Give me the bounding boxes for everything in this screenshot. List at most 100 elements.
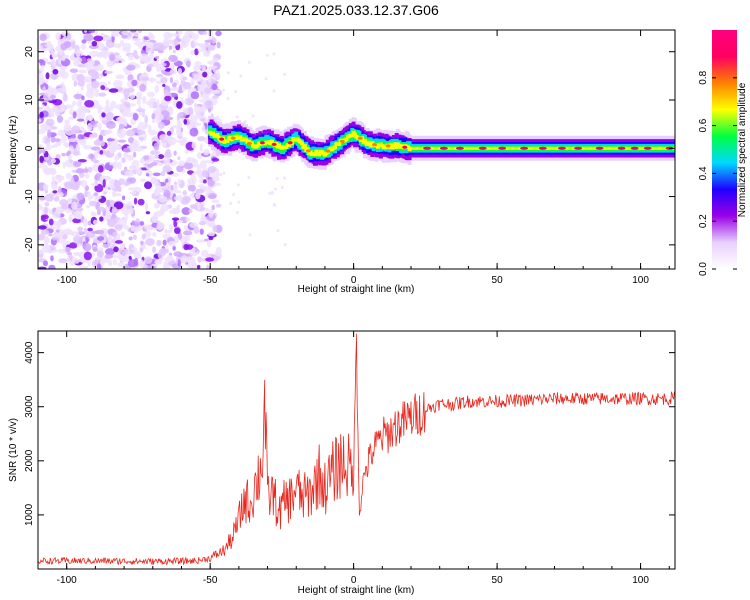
heatmap-cell	[111, 33, 120, 38]
heatmap-cell	[38, 118, 42, 123]
heatmap-cell	[38, 70, 42, 74]
heatmap-cell	[145, 173, 150, 177]
heatmap-cell	[169, 69, 177, 75]
heatmap-cell	[120, 58, 125, 63]
heatmap-cell	[99, 140, 105, 147]
heatmap-cell	[60, 135, 67, 144]
heatmap-peak	[325, 149, 331, 153]
heatmap-cell	[215, 30, 222, 37]
heatmap-cell	[120, 257, 130, 263]
heatmap-cell	[197, 136, 206, 142]
heatmap-cell	[71, 202, 78, 211]
heatmap-cell	[115, 104, 125, 110]
heatmap-cell	[76, 48, 81, 54]
heatmap-cell	[129, 177, 137, 184]
heatmap-cell	[163, 31, 173, 40]
heatmap-cell	[91, 230, 100, 235]
heatmap-cell	[133, 151, 137, 158]
snr-ticks: -100 -50 0 50 100 1000 2000 3000 4000	[24, 331, 675, 586]
heatmap-cell	[180, 255, 189, 264]
heatmap-cell	[66, 229, 71, 236]
heatmap-cell	[185, 217, 191, 222]
heatmap-peak	[617, 146, 626, 150]
heatmap-cell	[211, 199, 220, 204]
heatmap-cell	[237, 200, 241, 204]
heatmap-cell	[38, 266, 47, 269]
heatmap-cell	[177, 156, 181, 161]
heatmap-cell	[202, 50, 211, 57]
heatmap-cell	[162, 38, 170, 47]
heatmap-cell	[84, 99, 95, 108]
heatmap-cell	[132, 250, 140, 256]
heatmap-cell	[78, 69, 87, 74]
heatmap-cell	[197, 256, 203, 263]
heatmap-cell	[226, 71, 230, 75]
heatmap-cell	[40, 214, 49, 220]
heatmap-cell	[180, 80, 187, 87]
heatmap-cell	[156, 106, 162, 113]
heatmap-cell	[197, 48, 207, 52]
heatmap-cell	[127, 259, 138, 268]
heatmap-cell	[123, 181, 131, 186]
heatmap-cell	[272, 202, 276, 206]
heatmap-peak	[630, 146, 639, 150]
heatmap-cell	[192, 158, 199, 168]
heatmap-cell	[196, 265, 201, 269]
heatmap-cell	[208, 44, 216, 51]
heatmap-cell	[120, 231, 125, 237]
heatmap-cell	[62, 234, 68, 240]
heatmap-cell	[114, 154, 120, 161]
heatmap-cell	[156, 99, 160, 108]
heatmap-cell	[155, 55, 160, 60]
heatmap-cell	[80, 179, 88, 188]
heatmap-cell	[183, 118, 188, 125]
snr-xtick-label: -100	[57, 575, 77, 586]
heatmap-cell	[106, 218, 114, 223]
heatmap-cell	[144, 256, 153, 264]
spectrogram-ytick-label: -20	[24, 237, 35, 252]
heatmap-cell	[112, 160, 119, 170]
heatmap-cell	[84, 190, 88, 198]
heatmap-cell	[105, 213, 113, 218]
colorbar-ticks: 0.0 0.2 0.4 0.6 0.8	[698, 70, 737, 276]
heatmap-cell	[101, 112, 106, 118]
heatmap-cell	[184, 30, 195, 37]
heatmap-cell	[57, 248, 66, 254]
heatmap-cell	[87, 122, 93, 132]
heatmap-cell	[108, 88, 119, 93]
heatmap-cell	[216, 115, 220, 119]
heatmap-cell	[165, 148, 171, 156]
heatmap-peak	[557, 146, 566, 150]
heatmap-cell	[151, 214, 159, 223]
heatmap-cell	[190, 49, 195, 56]
heatmap-cell	[248, 233, 252, 237]
heatmap-cell	[178, 121, 183, 128]
heatmap-cell	[177, 194, 183, 202]
heatmap-cell	[91, 182, 99, 187]
heatmap-cell	[126, 154, 134, 161]
heatmap-cell	[83, 227, 88, 234]
heatmap-cell	[191, 247, 196, 253]
heatmap-cell	[51, 53, 58, 59]
heatmap-cell	[44, 193, 54, 202]
heatmap-cell	[80, 43, 87, 50]
heatmap-cell	[203, 96, 210, 101]
heatmap-cell	[178, 30, 183, 36]
heatmap-cell	[212, 225, 218, 233]
heatmap-cell	[76, 243, 82, 247]
heatmap-cell	[139, 221, 145, 226]
heatmap-cell	[123, 88, 130, 98]
heatmap-cell	[42, 184, 49, 191]
heatmap-cell	[98, 134, 104, 142]
heatmap-cell	[61, 152, 66, 157]
heatmap-cell	[72, 100, 77, 106]
snr-series-line	[38, 333, 675, 566]
heatmap-cell	[48, 209, 53, 215]
snr-ylabel: SNR (10 * v/v)	[8, 418, 19, 482]
heatmap-cell	[57, 185, 62, 195]
heatmap-cell	[68, 216, 73, 222]
heatmap-cell	[105, 111, 114, 121]
spectrogram-ylabel: Frequency (Hz)	[8, 116, 19, 185]
heatmap-cell	[121, 195, 126, 201]
